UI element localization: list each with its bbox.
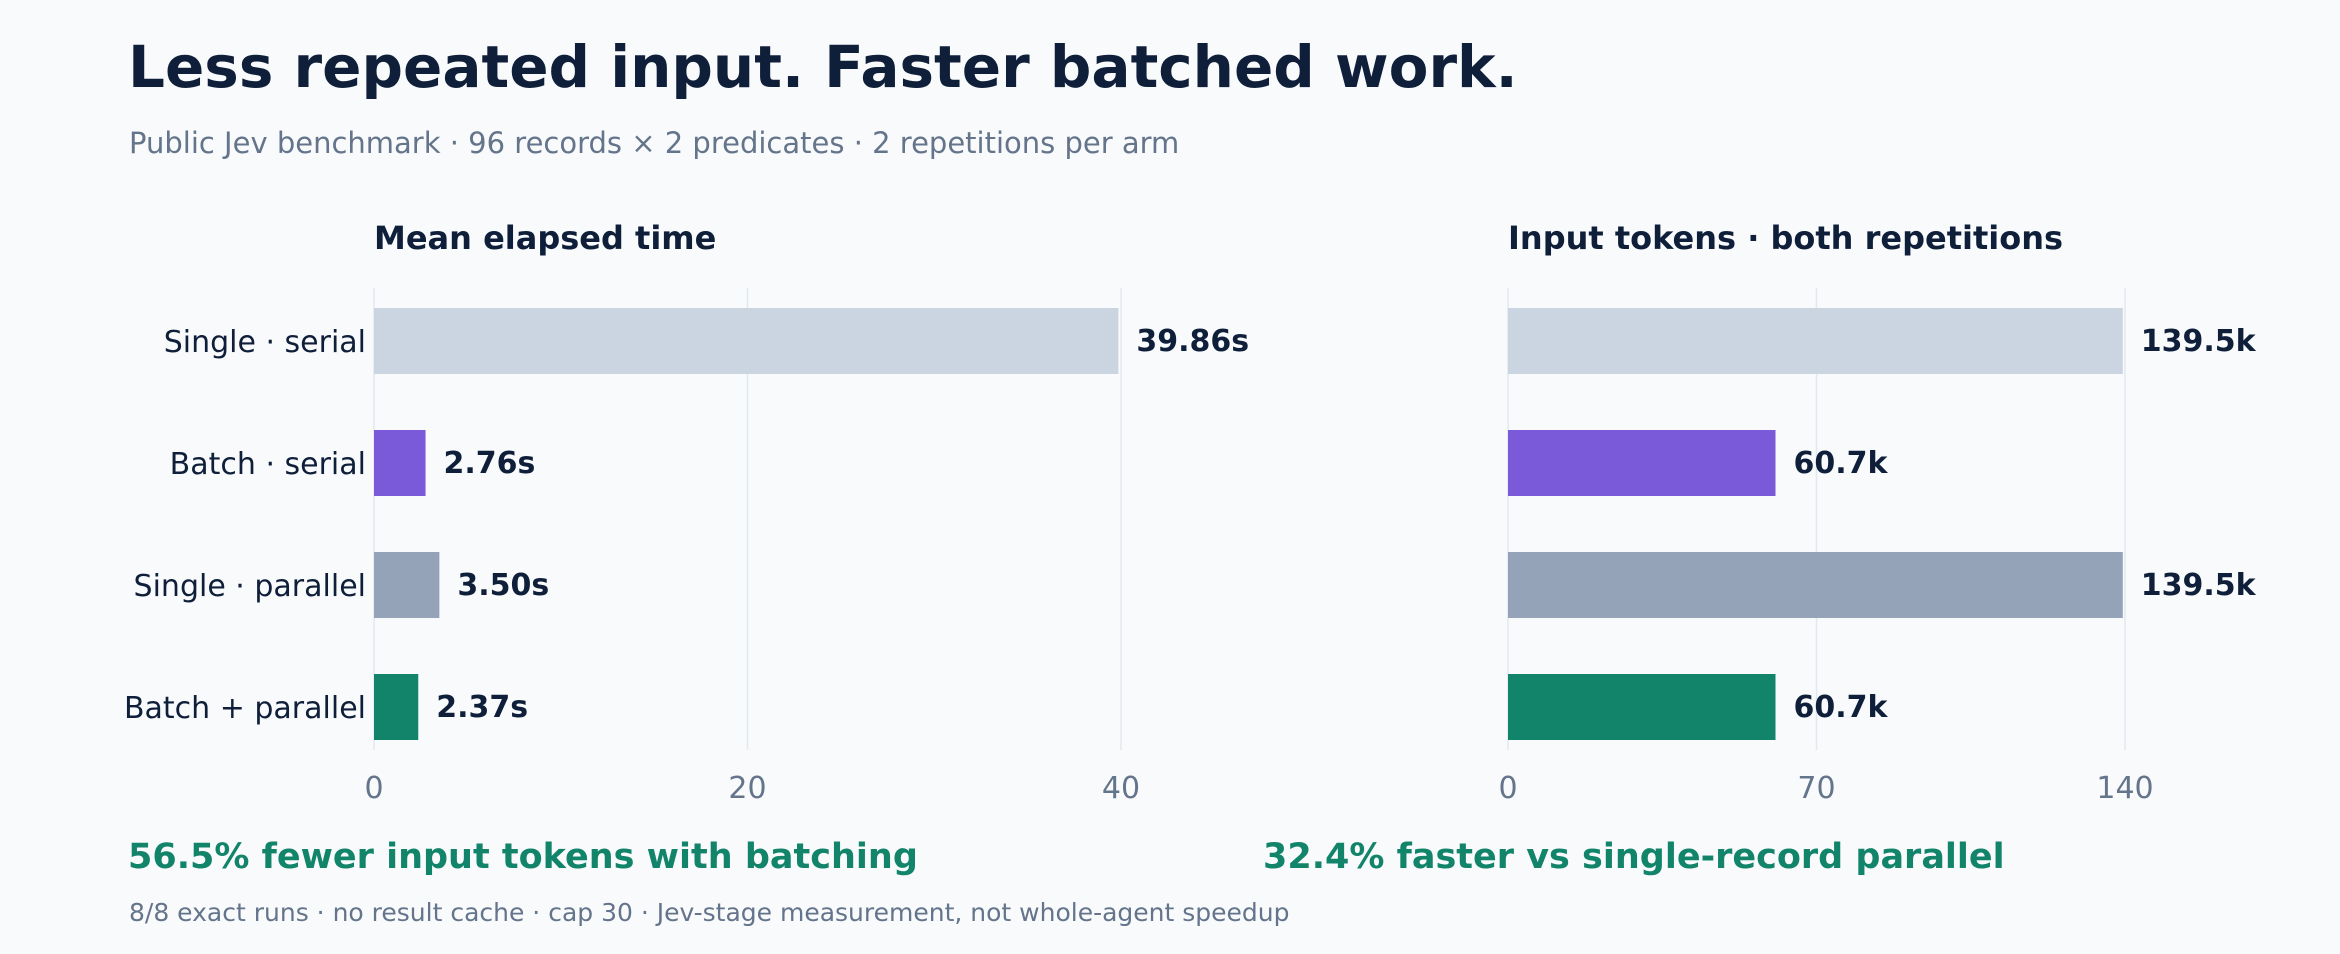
value-label: 2.76s <box>444 446 536 481</box>
footnote: 8/8 exact runs · no result cache · cap 3… <box>129 898 1290 927</box>
x-tick-label: 140 <box>2096 771 2153 806</box>
category-label: Single · serial <box>164 325 366 360</box>
category-label: Batch + parallel <box>124 691 366 726</box>
bar <box>1508 674 1776 740</box>
bar <box>1508 552 2123 618</box>
x-tick-label: 70 <box>1797 771 1835 806</box>
input-tokens-panel: Input tokens · both repetitions 139.5k 60.… <box>1498 219 2256 806</box>
value-label: 39.86s <box>1136 324 1249 359</box>
speed-highlight: 32.4% faster vs single-record parallel <box>1263 837 2005 877</box>
tokens-highlight: 56.5% fewer input tokens with batching <box>128 837 918 877</box>
x-tick-label: 40 <box>1102 771 1140 806</box>
value-label: 2.37s <box>436 690 528 725</box>
value-label: 60.7k <box>1794 690 1889 725</box>
category-label: Single · parallel <box>134 569 366 604</box>
value-label: 3.50s <box>457 568 549 603</box>
bar <box>374 430 426 496</box>
value-label: 139.5k <box>2141 324 2257 359</box>
category-label: Batch · serial <box>170 447 366 482</box>
page-subtitle: Public Jev benchmark · 96 records × 2 pr… <box>129 126 1179 160</box>
bar <box>374 552 440 618</box>
bar <box>1508 430 1776 496</box>
x-tick-label: 0 <box>1498 771 1517 806</box>
panel-title: Input tokens · both repetitions <box>1508 219 2063 257</box>
bar <box>374 308 1119 374</box>
bar <box>374 674 419 740</box>
panel-title: Mean elapsed time <box>374 219 716 257</box>
x-tick-label: 20 <box>728 771 766 806</box>
value-label: 139.5k <box>2141 568 2257 603</box>
bar <box>1508 308 2123 374</box>
elapsed-time-panel: Mean elapsed time 39.86s Single · serial 2.… <box>124 219 1249 806</box>
page-title: Less repeated input. Faster batched work… <box>128 33 1518 101</box>
value-label: 60.7k <box>1794 446 1889 481</box>
x-tick-label: 0 <box>364 771 383 806</box>
